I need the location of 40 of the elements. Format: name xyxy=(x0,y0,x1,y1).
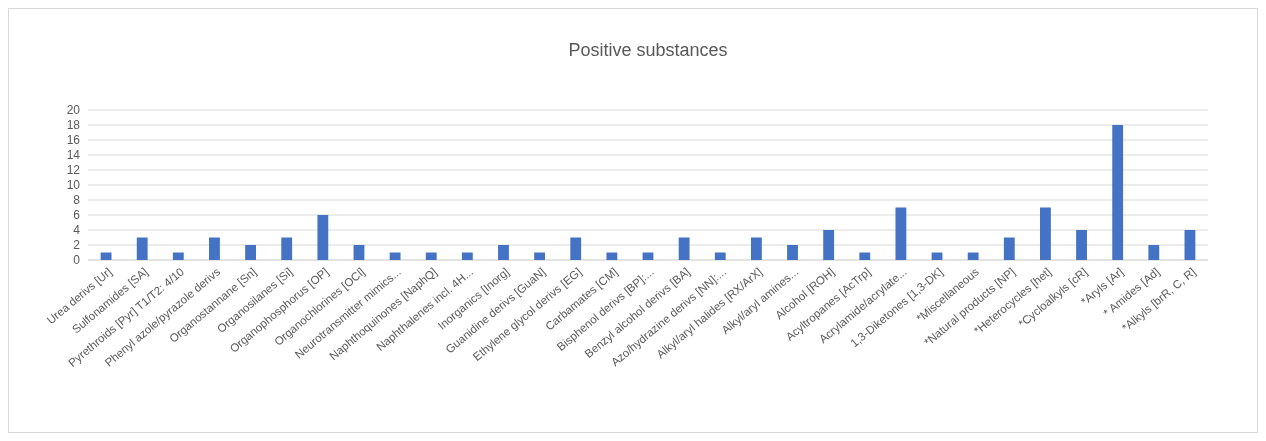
y-tick-label: 16 xyxy=(66,133,81,148)
bar xyxy=(209,237,220,260)
bar xyxy=(245,245,256,260)
bar xyxy=(714,252,726,260)
bar xyxy=(425,252,437,260)
bar xyxy=(1184,230,1196,260)
bar xyxy=(1148,245,1160,260)
chart-title: Positive substances xyxy=(568,40,728,60)
bar xyxy=(461,252,473,260)
y-tick-label: 8 xyxy=(73,193,81,208)
bar xyxy=(606,252,618,260)
bar xyxy=(1112,125,1124,260)
bar xyxy=(678,237,690,260)
bar xyxy=(1076,230,1087,260)
bar xyxy=(534,252,546,260)
y-tick-label: 20 xyxy=(66,103,81,118)
bar xyxy=(1003,237,1015,260)
bar xyxy=(317,215,329,260)
bar xyxy=(570,237,582,260)
bar xyxy=(498,245,509,260)
y-tick-label: 12 xyxy=(66,163,81,178)
bar xyxy=(172,252,184,260)
y-tick-label: 10 xyxy=(66,178,81,193)
y-tick-label: 4 xyxy=(73,223,81,238)
y-tick-label: 18 xyxy=(66,118,81,133)
bar xyxy=(750,237,762,260)
bar xyxy=(859,252,871,260)
y-tick-label: 6 xyxy=(73,208,81,223)
bar xyxy=(823,230,835,260)
bar xyxy=(136,237,148,260)
bar xyxy=(353,245,365,260)
bar xyxy=(787,245,798,260)
bar xyxy=(1040,207,1051,260)
y-tick-label: 0 xyxy=(73,253,81,268)
y-tick-label: 14 xyxy=(66,148,81,163)
bar xyxy=(967,252,979,260)
bar xyxy=(389,252,401,260)
bar xyxy=(895,207,907,260)
bar xyxy=(281,237,293,260)
y-tick-label: 2 xyxy=(73,238,81,253)
